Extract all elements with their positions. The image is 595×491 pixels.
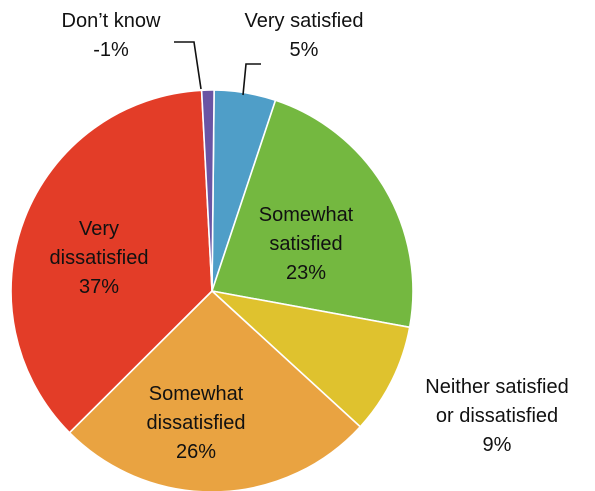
pie-slice: [10, 89, 213, 434]
pie-slice: [210, 99, 414, 329]
pie-slice: [68, 289, 362, 491]
pie-slice: [200, 89, 215, 292]
slice-label: Very satisfied 5%: [245, 10, 364, 61]
pie-slice: [209, 289, 411, 428]
leader-lines: [174, 41, 261, 96]
leader-line: [174, 41, 202, 90]
slice-label: Somewhat satisfied 23%: [259, 204, 354, 284]
slice-label: Neither satisfied or dissatisfied 9%: [425, 376, 568, 456]
slice-label: Very dissatisfied 37%: [50, 218, 149, 298]
slice-label: Somewhat dissatisfied 26%: [147, 383, 246, 463]
leader-line: [242, 63, 261, 96]
slice-label: Don’t know -1%: [62, 10, 161, 61]
pie-slices: [10, 89, 414, 491]
slice-labels: Very satisfied 5% Somewhat satisfied 23% Neit…: [50, 10, 569, 463]
